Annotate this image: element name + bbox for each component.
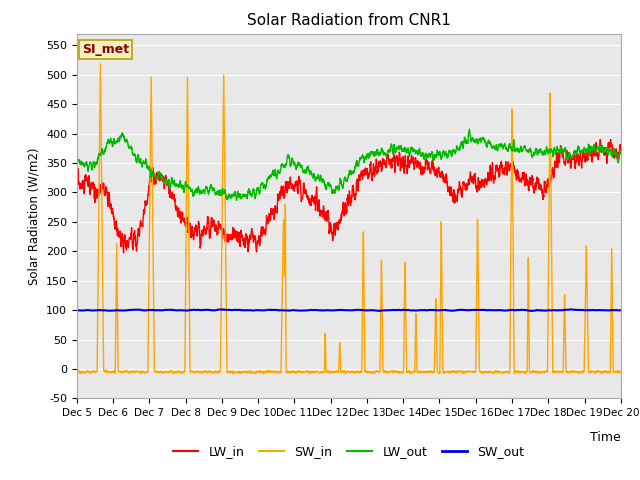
SW_in bbox=[97, 61, 104, 67]
SW_out bbox=[607, 307, 614, 313]
LW_in bbox=[73, 178, 81, 183]
LW_out bbox=[282, 162, 289, 168]
SW_out bbox=[305, 307, 313, 313]
Line: LW_in: LW_in bbox=[77, 139, 621, 253]
LW_out bbox=[135, 156, 143, 162]
Line: LW_out: LW_out bbox=[77, 129, 621, 200]
LW_in bbox=[617, 148, 625, 154]
LW_in bbox=[607, 139, 614, 144]
LW_in bbox=[168, 194, 175, 200]
LW_in bbox=[305, 198, 313, 204]
Text: SI_met: SI_met bbox=[82, 43, 129, 56]
LW_in bbox=[282, 179, 289, 185]
LW_in bbox=[607, 136, 614, 142]
Line: SW_in: SW_in bbox=[77, 64, 621, 374]
SW_in bbox=[548, 287, 556, 293]
Line: SW_out: SW_out bbox=[77, 310, 621, 311]
LW_in bbox=[120, 250, 127, 256]
LW_out bbox=[617, 151, 625, 156]
LW_in bbox=[135, 228, 143, 234]
LW_in bbox=[548, 175, 556, 180]
SW_in bbox=[305, 371, 313, 376]
Text: Time: Time bbox=[590, 431, 621, 444]
SW_out bbox=[617, 307, 625, 313]
SW_in bbox=[168, 368, 175, 374]
Y-axis label: Solar Radiation (W/m2): Solar Radiation (W/m2) bbox=[28, 147, 40, 285]
SW_out bbox=[527, 308, 534, 314]
SW_out bbox=[135, 307, 143, 312]
SW_out bbox=[282, 308, 289, 313]
SW_out bbox=[567, 307, 575, 312]
SW_out bbox=[548, 308, 556, 313]
SW_in bbox=[282, 296, 290, 301]
LW_out bbox=[548, 149, 556, 155]
Legend: LW_in, SW_in, LW_out, SW_out: LW_in, SW_in, LW_out, SW_out bbox=[168, 440, 529, 463]
LW_out bbox=[305, 169, 313, 175]
SW_in bbox=[73, 369, 81, 375]
LW_out bbox=[607, 148, 614, 154]
SW_in bbox=[607, 354, 614, 360]
SW_out bbox=[73, 307, 81, 313]
SW_in bbox=[617, 368, 625, 374]
SW_out bbox=[167, 307, 175, 313]
SW_in bbox=[135, 370, 143, 375]
Title: Solar Radiation from CNR1: Solar Radiation from CNR1 bbox=[247, 13, 451, 28]
SW_in bbox=[229, 371, 237, 377]
LW_out bbox=[465, 126, 473, 132]
LW_out bbox=[167, 181, 175, 187]
LW_out bbox=[73, 160, 81, 166]
LW_out bbox=[233, 197, 241, 203]
